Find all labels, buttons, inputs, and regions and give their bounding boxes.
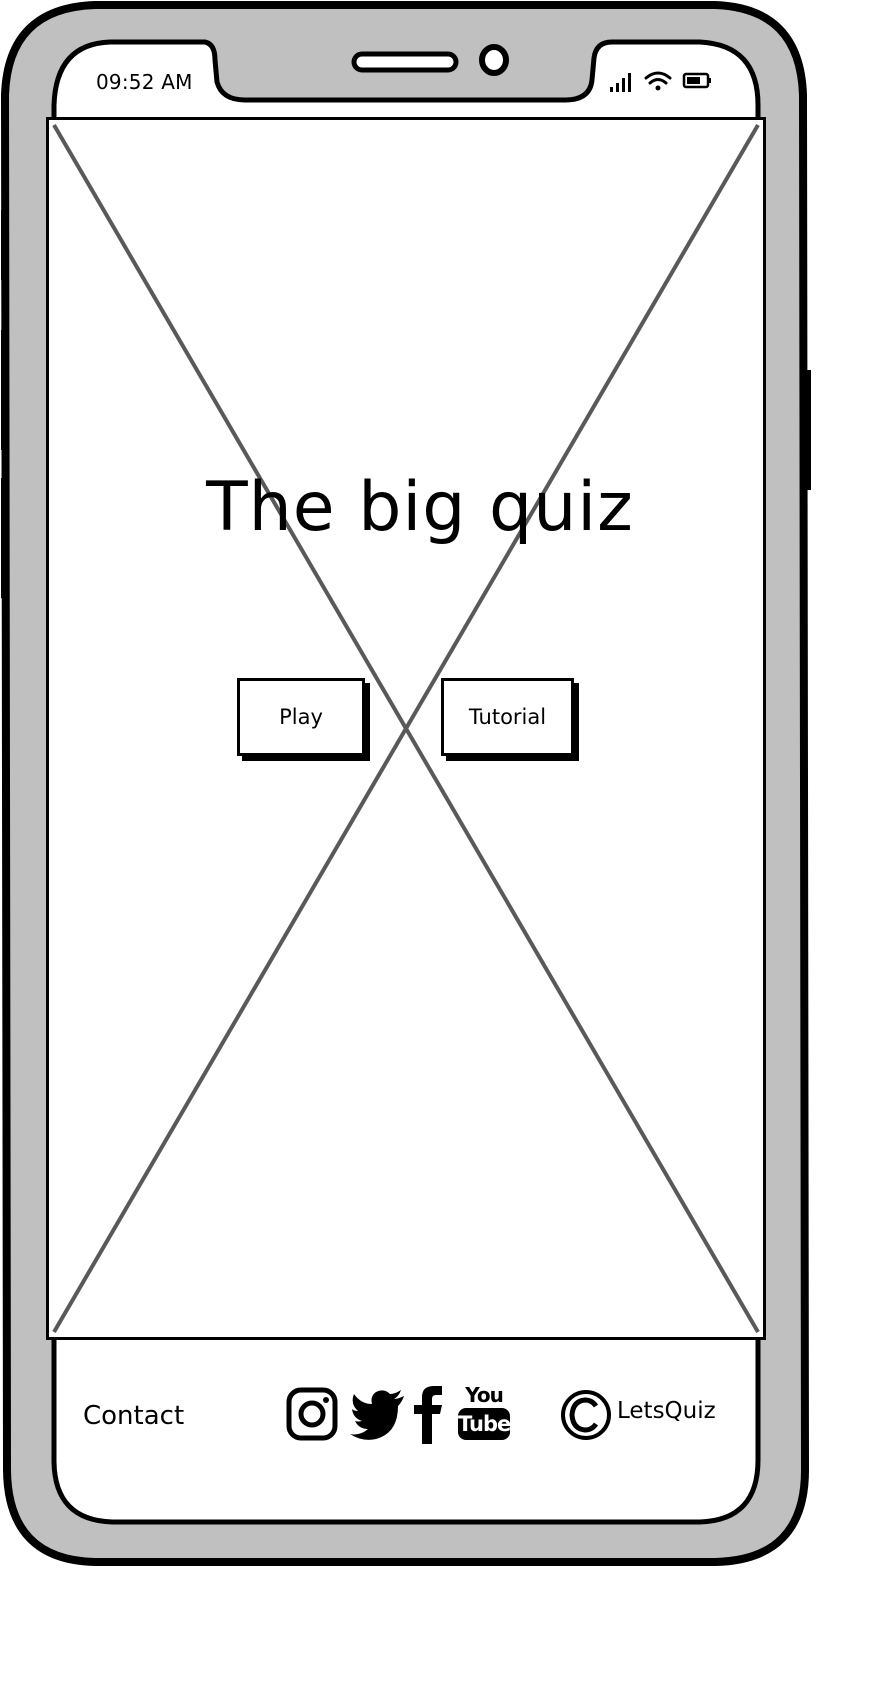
copyright-icon — [561, 1390, 611, 1440]
instagram-icon[interactable] — [286, 1384, 340, 1444]
brand-label: LetsQuiz — [617, 1398, 716, 1424]
play-button[interactable]: Play — [237, 678, 365, 756]
footer-divider — [46, 1337, 766, 1340]
placeholder-image — [46, 117, 766, 1340]
youtube-text-top: You — [465, 1383, 504, 1407]
twitter-icon[interactable] — [350, 1384, 406, 1444]
volume-button — [1, 330, 9, 450]
page-title: The big quiz — [206, 468, 634, 547]
facebook-icon[interactable] — [410, 1384, 446, 1446]
status-icons — [610, 71, 711, 92]
tutorial-button-label: Tutorial — [468, 705, 547, 729]
status-time: 09:52 AM — [96, 70, 193, 94]
camera-icon — [479, 44, 509, 76]
signal-icon — [610, 73, 631, 92]
play-button-label: Play — [279, 705, 323, 729]
tutorial-button[interactable]: Tutorial — [441, 678, 574, 756]
youtube-icon[interactable]: You Tube — [458, 1383, 511, 1448]
battery-icon — [682, 72, 711, 89]
volume-button — [1, 478, 9, 598]
youtube-text-bottom: Tube — [458, 1408, 511, 1440]
volume-button — [1, 210, 9, 280]
wifi-icon — [644, 71, 672, 91]
contact-link[interactable]: Contact — [83, 1401, 185, 1431]
speaker-grille — [351, 51, 459, 73]
power-button — [801, 370, 811, 490]
